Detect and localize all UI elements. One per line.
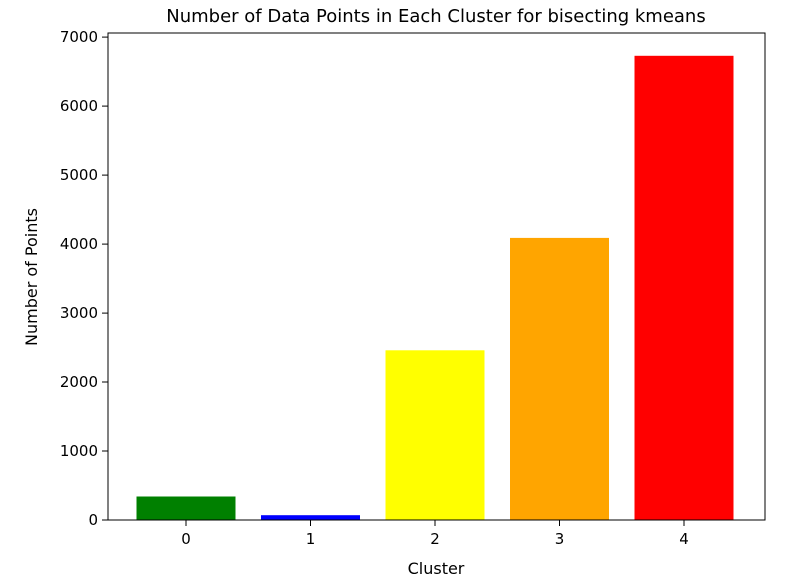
- y-axis: 0 1000 2000 3000 4000 5000 6000 7000: [60, 28, 108, 529]
- chart-title: Number of Data Points in Each Cluster fo…: [166, 6, 705, 27]
- y-tick-label: 1000: [60, 442, 98, 460]
- y-tick-label: 7000: [60, 28, 98, 46]
- y-tick-label: 2000: [60, 373, 98, 391]
- bar-cluster-3: [510, 237, 609, 520]
- y-tick-label: 0: [88, 511, 98, 529]
- x-tick-label: 1: [306, 530, 316, 548]
- x-axis-label: Cluster: [408, 559, 465, 578]
- x-tick-label: 2: [430, 530, 440, 548]
- bar-cluster-4: [634, 55, 734, 521]
- y-axis-label: Number of Points: [22, 208, 41, 346]
- y-tick-label: 5000: [60, 166, 98, 184]
- x-axis: 0 1 2 3 4: [181, 520, 689, 548]
- x-tick-label: 0: [181, 530, 191, 548]
- plot-frame: [107, 32, 766, 521]
- bar-cluster-0: [136, 496, 236, 520]
- y-tick-label: 3000: [60, 304, 98, 322]
- bar-cluster-1: [261, 515, 360, 520]
- x-tick-label: 3: [555, 530, 565, 548]
- bar-cluster-2: [385, 350, 485, 520]
- y-tick-label: 6000: [60, 97, 98, 115]
- x-tick-label: 4: [679, 530, 689, 548]
- y-tick-label: 4000: [60, 235, 98, 253]
- bars-layer: [136, 55, 734, 521]
